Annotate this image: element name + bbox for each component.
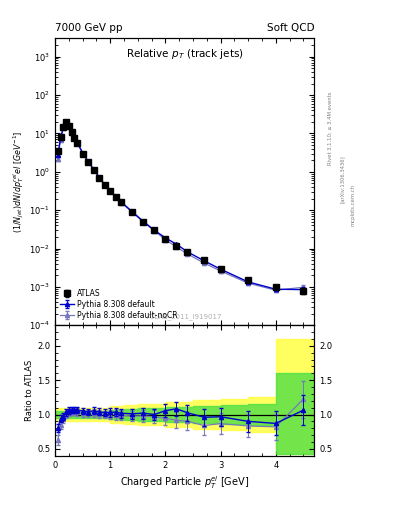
- Y-axis label: $(1/N_{jet})dN/dp^{rel}_{T}el$ $[GeV^{-1}]$: $(1/N_{jet})dN/dp^{rel}_{T}el$ $[GeV^{-1…: [12, 131, 26, 233]
- Text: mcplots.cern.ch: mcplots.cern.ch: [351, 184, 356, 226]
- Text: Relative $p_T$ (track jets): Relative $p_T$ (track jets): [126, 47, 244, 61]
- Text: [arXiv:1306.3436]: [arXiv:1306.3436]: [340, 155, 345, 203]
- Y-axis label: Ratio to ATLAS: Ratio to ATLAS: [25, 360, 34, 421]
- Text: ATLAS_2011_I919017: ATLAS_2011_I919017: [147, 313, 222, 319]
- Text: 7000 GeV pp: 7000 GeV pp: [55, 23, 123, 33]
- Legend: ATLAS, Pythia 8.308 default, Pythia 8.308 default-noCR: ATLAS, Pythia 8.308 default, Pythia 8.30…: [59, 288, 179, 322]
- Text: Soft QCD: Soft QCD: [267, 23, 314, 33]
- X-axis label: Charged Particle $p^{el}_{T}$ [GeV]: Charged Particle $p^{el}_{T}$ [GeV]: [120, 474, 249, 490]
- Text: Rivet 3.1.10; ≥ 3.4M events: Rivet 3.1.10; ≥ 3.4M events: [328, 91, 333, 165]
